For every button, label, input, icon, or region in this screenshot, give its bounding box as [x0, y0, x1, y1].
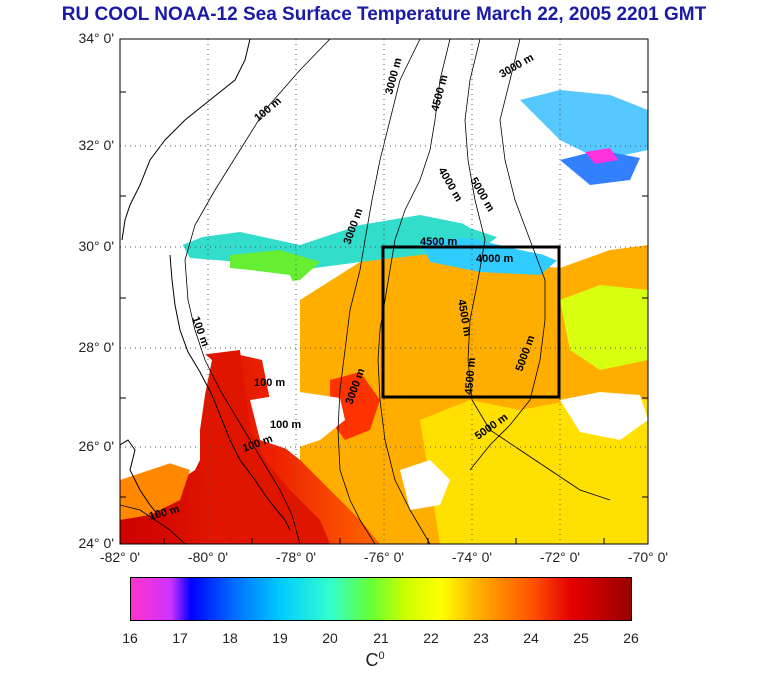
temperature-colorbar [130, 577, 632, 621]
sst-north-red [330, 372, 380, 440]
contour-label-4500m-box-south: 4500 m [463, 357, 478, 395]
cloud-bahamas [250, 392, 345, 450]
lat-label-34: 34° 0' [78, 30, 114, 46]
sst-yellow-east [560, 285, 648, 370]
sst-magenta-patch [585, 148, 618, 164]
isobath-5000m [469, 39, 546, 471]
colorbar-tick-17: 17 [172, 630, 188, 646]
lat-label-24: 24° 0' [78, 535, 114, 551]
colorbar-tick-25: 25 [573, 630, 589, 646]
cloud-south-florida [120, 350, 212, 480]
isobath-100m-gulf [120, 504, 186, 544]
lon-label-74: -74° 0' [451, 549, 493, 565]
sst-gulf-red [200, 350, 330, 544]
lat-label-30: 30° 0' [78, 238, 114, 254]
sst-orange-gulf [120, 460, 190, 520]
colorbar-tick-24: 24 [523, 630, 539, 646]
colorbar-tick-21: 21 [373, 630, 389, 646]
map-frame [119, 38, 649, 545]
cloud-east [420, 39, 648, 262]
lon-label-78: -78° 0' [275, 549, 317, 565]
lat-label-32: 32° 0' [78, 137, 114, 153]
coastline [121, 39, 291, 531]
colorbar-tick-18: 18 [222, 630, 238, 646]
study-area-box [381, 245, 561, 399]
isobath-4500m [464, 39, 611, 501]
sst-cyan-northeast [520, 90, 648, 160]
isobath-100m [184, 39, 331, 544]
lon-label-82: -82° 0' [99, 549, 141, 565]
contour-label-4000m-box: 4000 m [476, 253, 514, 265]
lon-label-70: -70° 0' [627, 549, 669, 565]
lat-label-26: 26° 0' [78, 438, 114, 454]
colorbar-tick-22: 22 [423, 630, 439, 646]
lat-label-28: 28° 0' [78, 339, 114, 355]
contour-label-100m-bahamas: 100 m [270, 419, 301, 431]
frame-ticks [120, 91, 648, 544]
colorbar-tick-26: 26 [623, 630, 639, 646]
cloud-south [400, 460, 450, 510]
sst-blue-patch [560, 150, 640, 185]
map-title: RU COOL NOAA-12 Sea Surface Temperature … [61, 4, 707, 25]
cloud-southeast [560, 392, 648, 440]
colorbar-tick-20: 20 [322, 630, 338, 646]
colorbar-unit-superscript: 0 [378, 650, 385, 662]
colorbar-tick-19: 19 [272, 630, 288, 646]
contour-label-100m-keys: 100 m [254, 377, 285, 389]
colorbar-unit-letter: C [365, 650, 379, 670]
lon-label-76: -76° 0' [363, 549, 405, 565]
lon-label-72: -72° 0' [539, 549, 581, 565]
contour-label-4500m-box-north: 4500 m [420, 236, 458, 248]
colorbar-unit: C0 [355, 650, 395, 671]
isobath-3000m [337, 39, 421, 544]
colorbar-tick-16: 16 [122, 630, 138, 646]
colorbar-tick-23: 23 [473, 630, 489, 646]
lon-label-80: -80° 0' [187, 549, 229, 565]
coastline-gulf [120, 439, 159, 516]
isobath-4000m [377, 39, 451, 544]
